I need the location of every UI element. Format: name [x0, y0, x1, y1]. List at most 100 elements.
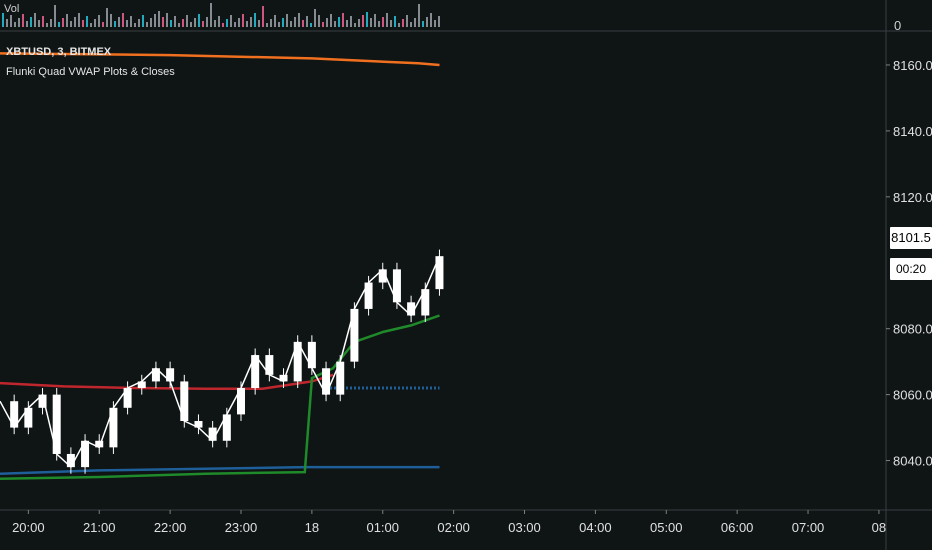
candle-body: [208, 427, 217, 441]
volume-bar: [198, 14, 200, 27]
volume-bar: [206, 17, 208, 27]
volume-bar: [102, 22, 104, 27]
candle-body: [166, 368, 175, 382]
candle-body: [81, 440, 90, 468]
x-tick-label: 04:00: [579, 520, 612, 535]
volume-bar: [90, 23, 92, 27]
volume-bar: [378, 21, 380, 27]
candle-body: [236, 388, 245, 415]
candle-body: [137, 381, 146, 389]
x-tick-label: 06:00: [721, 520, 754, 535]
x-tick-label: 23:00: [225, 520, 258, 535]
volume-bar: [350, 16, 352, 27]
volume-bar: [314, 9, 316, 27]
volume-pane-label: Vol: [4, 3, 20, 15]
series-line: [0, 52, 440, 67]
volume-bar: [22, 14, 24, 27]
volume-bar: [94, 19, 96, 27]
volume-bar: [394, 16, 396, 27]
volume-bar: [310, 23, 312, 27]
volume-bar: [382, 17, 384, 27]
volume-bar: [258, 20, 260, 27]
volume-bar: [290, 21, 292, 27]
volume-bar: [154, 14, 156, 27]
volume-bar: [390, 20, 392, 27]
y-tick-label: 8140.0: [893, 124, 932, 139]
volume-bar: [130, 16, 132, 27]
candle-body: [222, 414, 231, 441]
volume-bar: [218, 16, 220, 27]
volume-bar: [54, 5, 56, 27]
volume-bar: [110, 14, 112, 27]
x-tick-label: 01:00: [366, 520, 399, 535]
candle-body: [10, 401, 19, 428]
x-tick-label: 05:00: [650, 520, 683, 535]
candle-body: [350, 308, 359, 362]
candle-body: [265, 355, 274, 375]
candle-body: [336, 361, 345, 395]
last-price-badge: 8101.5: [890, 227, 932, 249]
volume-bar: [230, 15, 232, 27]
volume-bar: [342, 13, 344, 27]
volume-bar: [386, 13, 388, 27]
volume-bar: [142, 15, 144, 27]
volume-bar: [334, 21, 336, 27]
candle-body: [180, 381, 189, 421]
volume-bar: [254, 13, 256, 27]
volume-bar: [10, 15, 12, 27]
y-tick-label: 8060.0: [893, 388, 932, 403]
volume-bar: [398, 23, 400, 27]
volume-bar: [146, 22, 148, 27]
candle-body: [194, 420, 203, 428]
x-tick-label: 07:00: [792, 520, 825, 535]
volume-bar: [338, 17, 340, 27]
symbol-label: XBTUSD, 3, BITMEX: [6, 46, 112, 58]
volume-bar: [86, 16, 88, 27]
indicator-label: Flunki Quad VWAP Plots & Closes: [6, 66, 175, 78]
volume-bar: [362, 15, 364, 27]
countdown-badge: 00:20: [890, 258, 932, 280]
volume-bar: [286, 14, 288, 27]
volume-bar: [298, 13, 300, 27]
candle-body: [66, 453, 75, 468]
volume-bar: [266, 23, 268, 27]
candle-body: [38, 394, 47, 408]
volume-bar: [414, 18, 416, 27]
volume-bar: [150, 18, 152, 27]
volume-bar: [122, 13, 124, 27]
y-tick-label: 8040.0: [893, 454, 932, 469]
volume-bar: [438, 16, 440, 27]
volume-bar: [82, 20, 84, 27]
volume-bar: [126, 20, 128, 27]
x-tick-label: 18: [305, 520, 319, 535]
volume-bar: [318, 15, 320, 27]
y-tick-label: 8120.0: [893, 190, 932, 205]
candle-body: [123, 388, 132, 408]
volume-bar: [402, 19, 404, 27]
y-tick-label: 8080.0: [893, 322, 932, 337]
volume-bar: [302, 20, 304, 27]
volume-bar: [98, 15, 100, 27]
candle-body: [378, 269, 387, 283]
volume-bar: [202, 21, 204, 27]
volume-bar: [422, 21, 424, 27]
volume-bar: [358, 19, 360, 27]
volume-bar: [226, 19, 228, 27]
volume-bar: [354, 23, 356, 27]
volume-bar: [70, 21, 72, 27]
price-close-line: [0, 255, 441, 469]
volume-bar: [294, 17, 296, 27]
volume-bar: [114, 21, 116, 27]
volume-bar: [62, 18, 64, 27]
volume-bar: [166, 13, 168, 27]
candle-body: [435, 256, 444, 290]
volume-bar: [6, 19, 8, 27]
series-line: [0, 465, 440, 475]
candle-body: [392, 269, 401, 303]
x-tick-label: 22:00: [154, 520, 187, 535]
series-line: [0, 314, 440, 480]
volume-bar: [326, 18, 328, 27]
volume-bar: [162, 17, 164, 27]
volume-bar: [66, 14, 68, 27]
